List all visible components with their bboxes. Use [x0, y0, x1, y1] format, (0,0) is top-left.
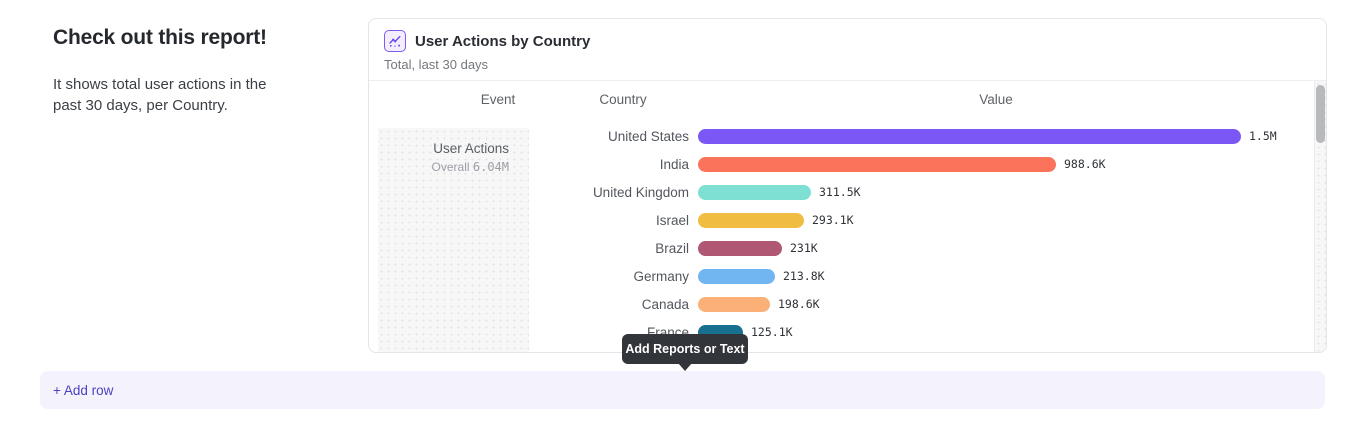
- tooltip-text: Add Reports or Text: [625, 342, 745, 356]
- value-bar[interactable]: [698, 240, 782, 256]
- value-bar[interactable]: [698, 212, 804, 228]
- intro-body: It shows total user actions in the past …: [53, 76, 267, 114]
- country-label: United Kingdom: [592, 184, 689, 200]
- chart-row: India 988.6K: [369, 150, 1312, 178]
- value-label: 293.1K: [812, 213, 854, 227]
- add-row-label: + Add row: [53, 382, 114, 398]
- chart-rows: United States 1.5M India 988.6K United Kingd…: [369, 122, 1312, 346]
- value-label: 213.8K: [783, 269, 825, 283]
- value-label: 198.6K: [778, 297, 820, 311]
- intro-heading: Check out this report!: [53, 26, 267, 49]
- report-title: User Actions by Country: [415, 32, 591, 50]
- event-overall: Overall 6.04M: [431, 160, 509, 174]
- value-label: 988.6K: [1064, 157, 1106, 171]
- chart-row: Germany 213.8K: [369, 262, 1312, 290]
- chart-area: Event Country Value User Actions Overall…: [369, 81, 1326, 352]
- column-header-value: Value: [979, 92, 1013, 107]
- add-row-button[interactable]: + Add row: [40, 371, 1325, 409]
- country-label: Germany: [633, 268, 689, 284]
- value-label: 231K: [790, 241, 818, 255]
- value-label: 311.5K: [819, 185, 861, 199]
- value-bar[interactable]: [698, 128, 1241, 144]
- value-bar[interactable]: [698, 268, 775, 284]
- event-name: User Actions: [433, 141, 509, 156]
- add-reports-tooltip: Add Reports or Text: [622, 334, 748, 371]
- value-label: 1.5M: [1249, 129, 1277, 143]
- country-label: Canada: [641, 296, 689, 312]
- country-label: United States: [607, 128, 689, 144]
- intro-block: Check out this report! It shows total us…: [53, 26, 303, 116]
- chart-scrollbar-thumb[interactable]: [1316, 85, 1325, 143]
- tooltip-caret-down-icon: [678, 363, 692, 371]
- chart-row: Canada 198.6K: [369, 290, 1312, 318]
- column-header-event: Event: [480, 92, 516, 107]
- country-label: India: [659, 156, 689, 172]
- event-box[interactable]: User Actions Overall 6.04M: [378, 128, 529, 352]
- chart-row: United States 1.5M: [369, 122, 1312, 150]
- chart-row: Israel 293.1K: [369, 206, 1312, 234]
- line-chart-icon: [384, 30, 406, 52]
- country-label: Brazil: [655, 240, 689, 256]
- value-bar[interactable]: [698, 296, 770, 312]
- report-card: User Actions by Country Total, last 30 d…: [368, 18, 1327, 353]
- value-bar[interactable]: [698, 156, 1056, 172]
- column-header-country: Country: [599, 92, 647, 107]
- value-bar[interactable]: [698, 184, 811, 200]
- chart-row: Brazil 231K: [369, 234, 1312, 262]
- event-overall-value: 6.04M: [472, 160, 509, 174]
- chart-row: France 125.1K: [369, 318, 1312, 346]
- report-card-header: User Actions by Country Total, last 30 d…: [369, 19, 1326, 81]
- report-subtitle: Total, last 30 days: [384, 57, 489, 72]
- chart-row: United Kingdom 311.5K: [369, 178, 1312, 206]
- chart-scrollbar-track[interactable]: [1314, 81, 1326, 352]
- value-label: 125.1K: [751, 325, 793, 339]
- country-label: Israel: [655, 212, 689, 228]
